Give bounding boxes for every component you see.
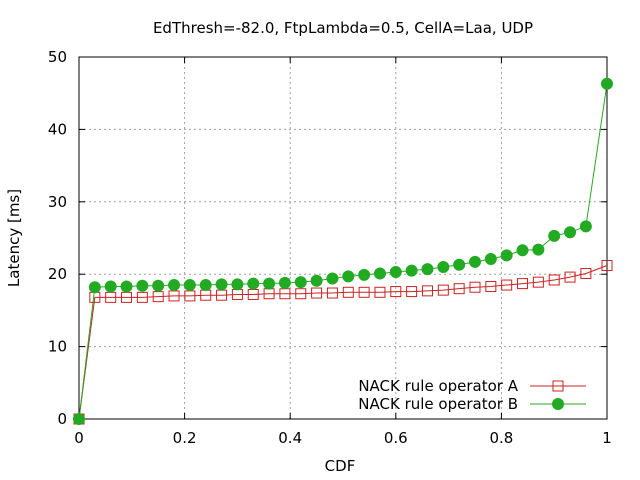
data-point: [500, 249, 513, 262]
data-point: [485, 281, 497, 293]
data-point: [532, 243, 545, 256]
data-point: [405, 264, 418, 277]
data-point: [453, 258, 466, 271]
data-point: [342, 270, 355, 283]
data-point: [564, 226, 577, 239]
data-point: [183, 279, 196, 292]
y-tick-label: 0: [57, 410, 67, 428]
data-point: [501, 279, 513, 291]
data-point: [390, 286, 402, 298]
x-axis-label: CDF: [325, 457, 356, 475]
data-point: [453, 283, 465, 295]
data-point: [517, 278, 529, 290]
data-point: [548, 274, 560, 286]
data-point: [136, 291, 148, 303]
y-tick-label: 50: [48, 48, 67, 66]
x-tick-label: 0.6: [384, 429, 408, 447]
data-point: [152, 279, 165, 292]
data-point: [342, 286, 354, 298]
data-point: [580, 267, 592, 279]
data-point: [294, 276, 307, 289]
x-tick-label: 0: [74, 429, 84, 447]
grid: [79, 57, 607, 419]
legend-label: NACK rule operator A: [358, 377, 518, 395]
data-point: [120, 280, 133, 293]
data-point: [532, 276, 544, 288]
data-point: [579, 220, 592, 233]
data-point: [263, 277, 276, 290]
data-point: [136, 279, 149, 292]
x-tick-label: 0.4: [278, 429, 302, 447]
x-tick-label: 0.2: [173, 429, 197, 447]
data-point: [168, 279, 181, 292]
chart-title: EdThresh=-82.0, FtpLambda=0.5, CellA=Laa…: [153, 19, 533, 37]
data-point: [295, 288, 307, 300]
data-point: [516, 244, 529, 257]
data-point: [73, 413, 85, 425]
data-point: [358, 286, 370, 298]
data-point: [601, 77, 613, 90]
plot-frame: [78, 56, 608, 420]
legend-label: NACK rule operator B: [358, 395, 518, 413]
data-point: [437, 260, 450, 273]
data-point: [421, 285, 433, 297]
x-tick-label: 1: [602, 429, 612, 447]
x-tick-label: 0.8: [489, 429, 513, 447]
series-line: [78, 83, 608, 420]
data-point: [469, 255, 481, 268]
data-point: [406, 286, 418, 298]
data-point: [88, 281, 101, 294]
legend-marker: [552, 398, 564, 410]
data-point: [215, 278, 228, 291]
data-point: [310, 274, 323, 287]
data-point: [373, 267, 386, 280]
data-point: [326, 272, 339, 285]
legend-marker: [552, 380, 564, 392]
data-point: [437, 284, 449, 296]
data-point: [278, 276, 291, 289]
data-point: [326, 287, 338, 299]
y-tick-label: 10: [48, 338, 67, 356]
data-point: [374, 286, 386, 298]
data-point: [104, 280, 117, 293]
data-point: [358, 268, 371, 281]
data-point: [247, 277, 260, 290]
series-b: [73, 77, 613, 425]
data-point: [564, 271, 576, 283]
data-point: [601, 260, 613, 272]
data-point: [311, 287, 323, 299]
data-point: [548, 229, 561, 242]
data-point: [231, 278, 244, 291]
y-axis-label: Latency [ms]: [5, 189, 23, 287]
data-point: [389, 266, 402, 279]
y-tick-label: 40: [48, 120, 67, 138]
y-tick-label: 30: [48, 193, 67, 211]
series-layer: [73, 77, 613, 425]
data-point: [469, 281, 481, 293]
data-point: [199, 279, 212, 292]
data-point: [484, 252, 497, 265]
series-line: [78, 265, 608, 420]
y-tick-label: 20: [48, 265, 67, 283]
data-point: [421, 263, 434, 276]
